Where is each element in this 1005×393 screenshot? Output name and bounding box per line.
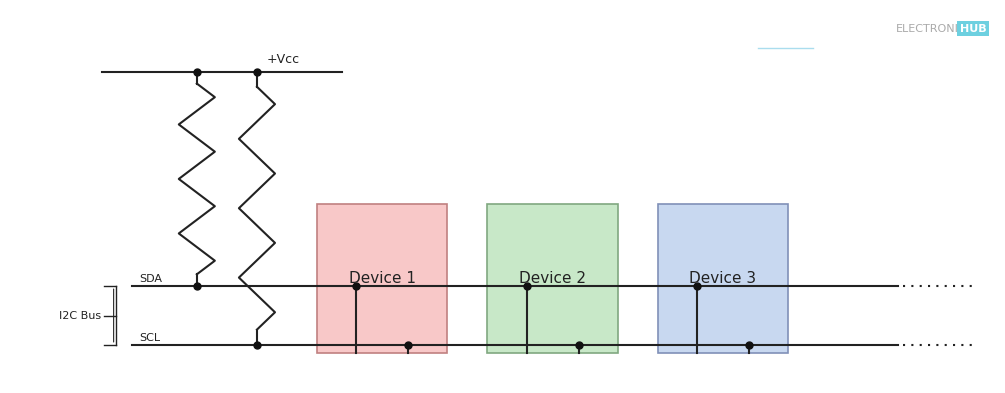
Text: Device 1: Device 1 bbox=[349, 271, 416, 286]
Text: HUB: HUB bbox=[960, 24, 987, 34]
Text: SDA: SDA bbox=[140, 274, 163, 284]
FancyBboxPatch shape bbox=[658, 204, 788, 353]
FancyBboxPatch shape bbox=[318, 204, 447, 353]
Text: +Vcc: +Vcc bbox=[267, 53, 300, 66]
Text: Device 2: Device 2 bbox=[520, 271, 586, 286]
Text: I2C Bus: I2C Bus bbox=[59, 310, 102, 321]
Text: ELECTRONICS: ELECTRONICS bbox=[895, 24, 974, 34]
Text: Device 3: Device 3 bbox=[689, 271, 757, 286]
FancyBboxPatch shape bbox=[487, 204, 618, 353]
Text: SCL: SCL bbox=[140, 333, 161, 343]
